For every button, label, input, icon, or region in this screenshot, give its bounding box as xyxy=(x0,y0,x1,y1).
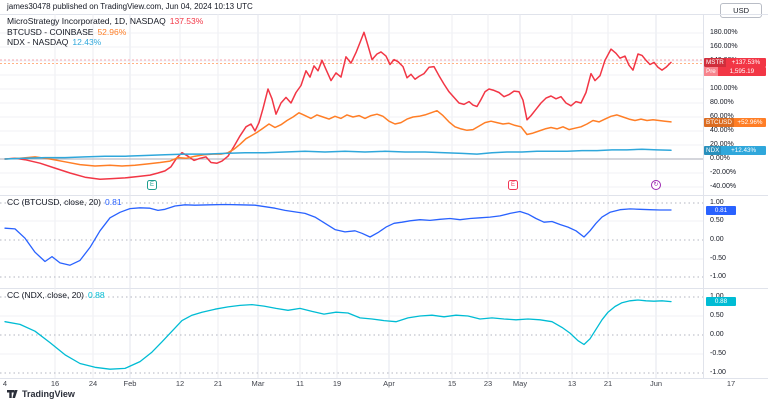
ndx-change-badge: NDX +12.43% xyxy=(704,145,766,155)
price-axis-label: 20.00% xyxy=(710,141,734,148)
legend-row-ndx[interactable]: NDX - NASDAQ 12.43% xyxy=(7,37,203,48)
mstr-premarket-price-badge: Pre 1,595.19 xyxy=(704,66,766,76)
price-axis-label: 0.50 xyxy=(710,312,724,319)
time-axis-label: Mar xyxy=(251,379,265,388)
time-axis-label: Feb xyxy=(123,379,137,388)
tradingview-logo[interactable]: TradingView xyxy=(7,389,75,399)
legend-change-ndx: 12.43% xyxy=(72,37,102,47)
earnings-marker-green[interactable]: E xyxy=(147,180,157,190)
price-axis-label: 1.00 xyxy=(710,199,724,206)
time-axis[interactable]: 4 16 24 Feb 12 21 Mar 11 19 Apr 15 23 May 13 21 Jun 17 xyxy=(0,379,768,393)
earnings-marker-red[interactable]: E xyxy=(508,180,518,190)
time-axis-border xyxy=(0,378,768,379)
price-axis-label: 160.00% xyxy=(710,43,738,50)
cc-btcusd-value: 0.81 xyxy=(105,197,122,207)
time-axis-label: 21 xyxy=(213,379,223,388)
price-axis-label: 180.00% xyxy=(710,29,738,36)
cc-ndx-legend[interactable]: CC (NDX, close, 20) 0.88 xyxy=(7,290,105,301)
cc-ndx-value: 0.88 xyxy=(88,290,105,300)
event-marker-purple[interactable]: ↻ xyxy=(651,180,661,190)
btcusd-badge-symbol: BTCUSD xyxy=(704,117,734,127)
main-legend[interactable]: MicroStrategy Incorporated, 1D, NASDAQ 13… xyxy=(7,16,203,48)
mstr-badge-symbol: MSTR xyxy=(704,57,726,67)
cc-btcusd-value-badge: 0.81 xyxy=(706,205,736,215)
tradingview-logo-icon xyxy=(7,390,18,398)
time-axis-label: 21 xyxy=(603,379,613,388)
legend-change-btcusd: 52.96% xyxy=(97,26,127,37)
price-axis-label: 0.00 xyxy=(710,236,724,243)
series-line-mstr xyxy=(4,31,672,181)
time-axis-label: 23 xyxy=(483,379,493,388)
mstr-badge-change: +137.53% xyxy=(731,58,761,66)
price-axis-label: 60.00% xyxy=(710,113,734,120)
price-axis-label: 100.00% xyxy=(710,85,738,92)
time-axis-label: 19 xyxy=(332,379,342,388)
cc-ndx-value-badge: 0.88 xyxy=(706,296,736,306)
cc-btcusd-legend[interactable]: CC (BTCUSD, close, 20) 0.81 xyxy=(7,197,122,208)
premarket-tag: Pre xyxy=(704,66,718,76)
mstr-change-badge: MSTR +137.53% xyxy=(704,57,766,67)
btcusd-badge-change: +52.96% xyxy=(737,118,763,126)
btcusd-change-badge: BTCUSD +52.96% xyxy=(704,117,766,127)
legend-symbol-btcusd: BTCUSD - COINBASE xyxy=(7,26,94,37)
price-axis-label: 0.50 xyxy=(710,217,724,224)
mstr-last-price: 1,595.19 xyxy=(729,67,755,75)
legend-row-btcusd[interactable]: BTCUSD - COINBASE 52.96% xyxy=(7,27,203,38)
pane-separator-2[interactable] xyxy=(0,288,768,289)
time-axis-label: 11 xyxy=(296,379,304,388)
legend-symbol-ndx: NDX - NASDAQ xyxy=(7,37,69,47)
chart-top-border xyxy=(0,14,768,15)
pane-separator-1[interactable] xyxy=(0,195,768,196)
time-axis-label: 15 xyxy=(447,379,457,388)
ndx-badge-symbol: NDX xyxy=(704,145,722,155)
series-line-ndx xyxy=(4,148,672,160)
series-line-cc-btcusd-20 xyxy=(4,203,672,266)
legend-change-mstr: 137.53% xyxy=(169,16,204,26)
price-axis-label: 80.00% xyxy=(710,99,734,106)
legend-row-mstr[interactable]: MicroStrategy Incorporated, 1D, NASDAQ 13… xyxy=(7,16,203,27)
price-axis-label: 40.00% xyxy=(710,127,734,134)
price-axis-label: 0.00 xyxy=(710,331,724,338)
time-axis-label: 13 xyxy=(567,379,577,388)
time-axis-label: Jun xyxy=(649,379,663,388)
price-axis-border xyxy=(703,14,704,378)
time-axis-label: Apr xyxy=(383,379,395,388)
price-axis-label: -40.00% xyxy=(710,183,737,190)
time-axis-label: 4 xyxy=(2,379,8,388)
cc-ndx-label: CC (NDX, close, 20) xyxy=(7,290,84,300)
ndx-badge-change: +12.43% xyxy=(731,146,757,154)
tradingview-logo-text: TradingView xyxy=(22,389,75,399)
legend-symbol-mstr: MicroStrategy Incorporated, 1D, NASDAQ xyxy=(7,16,166,26)
series-line-btcusd xyxy=(4,109,672,167)
time-axis-label: May xyxy=(512,379,528,388)
price-axis-label: -20.00% xyxy=(710,169,737,176)
price-axis-label: -0.50 xyxy=(710,255,726,262)
series-line-cc-ndx-20 xyxy=(4,299,672,370)
time-axis-label: 24 xyxy=(88,379,98,388)
price-axis-label: -0.50 xyxy=(710,350,726,357)
time-axis-label: 17 xyxy=(726,379,736,388)
time-axis-label: 12 xyxy=(175,379,185,388)
price-axis-label: -1.00 xyxy=(710,369,726,376)
price-axis-label: -1.00 xyxy=(710,273,726,280)
cc-btcusd-label: CC (BTCUSD, close, 20) xyxy=(7,197,101,207)
publish-attribution: james30478 published on TradingView.com,… xyxy=(7,2,253,11)
price-axis-label: 0.00% xyxy=(710,155,730,162)
time-axis-label: 16 xyxy=(50,379,60,388)
